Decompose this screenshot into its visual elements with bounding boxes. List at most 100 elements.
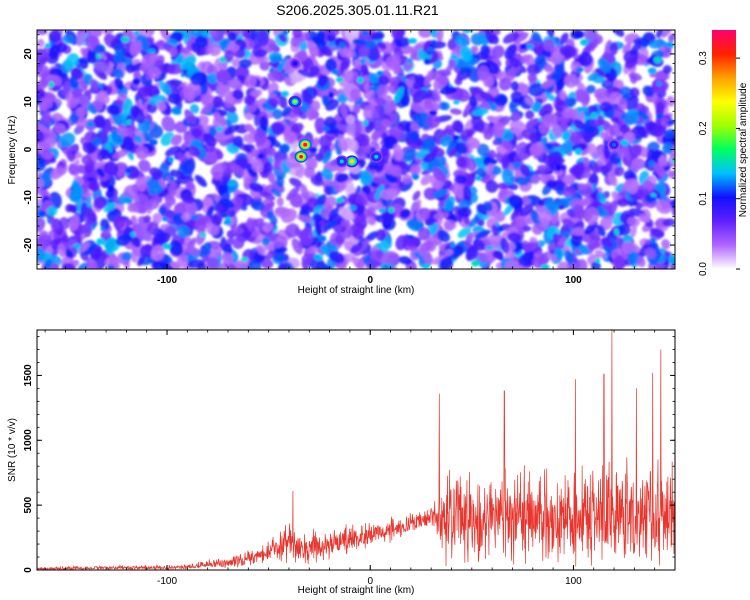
heatmap-cell: [96, 167, 105, 178]
heatmap-cell: [471, 108, 489, 116]
heatmap-cell: [575, 91, 587, 103]
heatmap-cell: [381, 250, 400, 265]
heatmap-cell: [272, 254, 289, 262]
heatmap-cell: [504, 260, 519, 269]
heatmap-cell: [218, 198, 235, 209]
heatmap-cell: [133, 30, 140, 36]
heatmap-cell: [135, 146, 149, 160]
colorbar-tick-label: 0.0: [698, 262, 709, 276]
heatmap-cell: [134, 225, 144, 238]
heatmap-cell: [402, 148, 416, 163]
heatmap-cell: [206, 73, 218, 84]
heatmap-cell: [417, 227, 431, 241]
heatmap-y-tick-label: -20: [23, 237, 34, 252]
heatmap-cell: [468, 95, 478, 108]
heatmap-cell: [114, 77, 124, 90]
heatmap-cell: [607, 171, 618, 187]
heatmap-cell: [37, 130, 44, 143]
heatmap-cell: [105, 237, 116, 256]
heatmap-cell: [541, 113, 558, 128]
heatmap-cell: [202, 196, 213, 208]
heatmap-cell: [589, 229, 601, 242]
heatmap-cell: [147, 48, 156, 54]
heatmap-cell: [656, 113, 664, 120]
heatmap-cell: [271, 247, 288, 256]
heatmap-cell: [117, 163, 125, 178]
heatmap-cell: [406, 235, 415, 239]
heatmap-cell: [383, 264, 389, 269]
heatmap-cell: [621, 241, 639, 255]
heatmap-cell: [451, 120, 463, 132]
heatmap-cell: [261, 259, 274, 269]
heatmap-cell: [457, 226, 472, 239]
heatmap-cell: [395, 235, 408, 251]
heatmap-cell: [304, 157, 318, 170]
heatmap-cell: [136, 257, 145, 267]
heatmap-cell: [412, 190, 421, 201]
heatmap-cell: [184, 109, 197, 125]
heatmap-cell: [587, 72, 599, 82]
heatmap-cell: [107, 198, 115, 203]
heatmap-cell: [475, 168, 488, 178]
heatmap-cell: [321, 94, 330, 107]
heatmap-cell: [627, 251, 639, 265]
heatmap-cell: [133, 135, 143, 144]
heatmap-cell: [538, 209, 552, 223]
heatmap-cell: [123, 196, 132, 204]
heatmap-cell: [44, 258, 52, 269]
heatmap-cell: [251, 200, 265, 211]
heatmap-cell: [227, 77, 244, 90]
heatmap-cell: [100, 226, 106, 231]
heatmap-cell: [48, 44, 61, 60]
heatmap-cell: [46, 206, 58, 216]
heatmap-cell: [552, 123, 563, 138]
heatmap-cell: [422, 152, 437, 163]
heatmap-cell: [103, 202, 117, 213]
heatmap-cell: [393, 143, 404, 161]
heatmap-cell: [348, 205, 357, 211]
heatmap-cell: [37, 217, 46, 233]
heatmap-cell: [322, 126, 330, 132]
heatmap-cell: [531, 101, 543, 113]
heatmap-cell: [381, 118, 392, 129]
heatmap-cell: [259, 60, 270, 71]
heatmap-cell: [86, 121, 95, 128]
heatmap-cell: [300, 183, 309, 201]
heatmap-cell: [443, 219, 457, 230]
heatmap-cell: [44, 43, 51, 48]
heatmap-cell: [573, 119, 585, 130]
heatmap-cell: [541, 79, 556, 89]
heatmap-cell: [452, 135, 460, 141]
heatmap-cell: [440, 134, 453, 147]
heatmap-cell: [76, 32, 86, 47]
heatmap-cell: [232, 236, 245, 250]
heatmap-cell: [479, 91, 495, 103]
heatmap-cell: [662, 218, 675, 227]
heatmap-cell: [335, 233, 346, 245]
heatmap-cell: [257, 153, 265, 160]
heatmap-cell: [437, 229, 451, 243]
heatmap-cell: [596, 224, 606, 237]
heatmap-cell: [375, 229, 387, 242]
heatmap-cell: [515, 218, 525, 229]
heatmap-cell: [125, 168, 133, 174]
heatmap-cell: [439, 257, 454, 269]
heatmap-cell: [384, 101, 396, 114]
heatmap-cell: [37, 64, 50, 78]
heatmap-cell: [226, 111, 239, 124]
heatmap-cell: [170, 169, 186, 180]
heatmap-cell: [212, 95, 224, 109]
heatmap-cell: [623, 149, 631, 162]
heatmap-cell: [261, 237, 271, 246]
heatmap-cell: [425, 236, 437, 252]
heatmap-cell: [432, 167, 447, 183]
heatmap-hotspot: [299, 154, 304, 159]
heatmap-cell: [655, 70, 668, 83]
heatmap-cell: [284, 223, 300, 238]
heatmap-cell: [250, 89, 263, 98]
heatmap-cell: [595, 250, 607, 259]
heatmap-cell: [377, 75, 390, 86]
heatmap-cell: [103, 161, 119, 176]
heatmap-cell: [338, 42, 346, 49]
snr-y-tick-label: 1000: [23, 429, 34, 452]
